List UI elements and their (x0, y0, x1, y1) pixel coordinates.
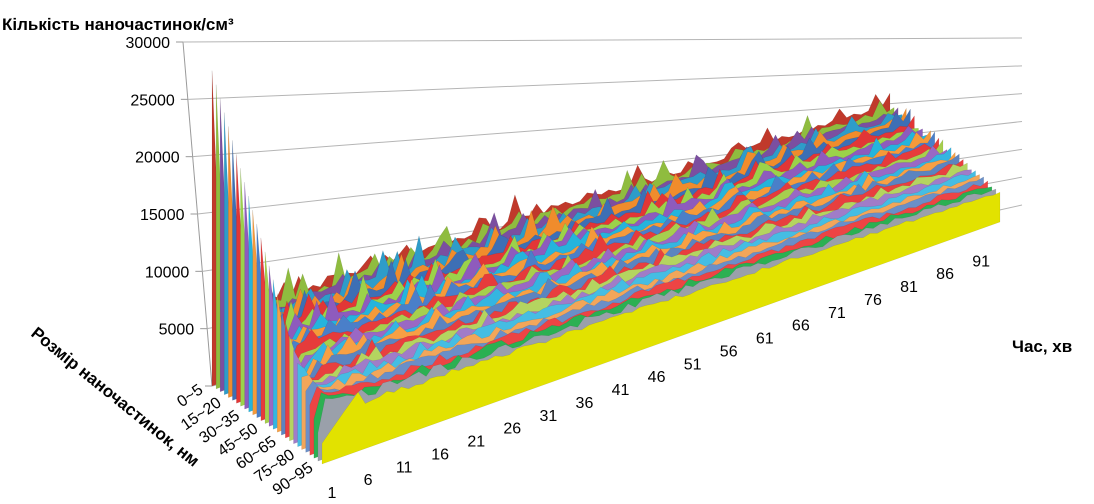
x-tick-label: 36 (576, 395, 594, 412)
gridline (187, 65, 1023, 100)
x-tick-label: 56 (720, 343, 738, 360)
x-tick-label: 86 (936, 266, 954, 283)
x-tick-label: 46 (648, 369, 666, 386)
y-tick-label: 20000 (135, 150, 180, 167)
gridline (182, 37, 1023, 43)
x-tick-label: 11 (396, 459, 413, 476)
x-tick-label: 31 (539, 408, 557, 425)
x-tick-label: 61 (756, 331, 774, 348)
x-tick-label: 91 (972, 253, 990, 270)
x-tick-label: 71 (828, 305, 846, 322)
area-series (321, 191, 1001, 465)
x-axis-title: Час, хв (1012, 337, 1072, 356)
x-tick-label: 16 (431, 446, 449, 463)
x-tick-label: 81 (900, 279, 918, 296)
y-tick-label: 5000 (159, 322, 195, 339)
x-tick-label: 6 (364, 472, 373, 489)
x-tick-label: 1 (328, 485, 337, 502)
x-tick-label: 76 (864, 292, 882, 309)
x-tick-label: 66 (792, 318, 810, 335)
y-axis-title: Кількість наночастинок/см³ (2, 15, 234, 34)
series-layer (211, 70, 1001, 465)
y-tick-label: 10000 (145, 264, 190, 281)
x-tick-label: 51 (684, 356, 702, 373)
y-tick-label: 25000 (130, 92, 175, 109)
x-tick-label: 26 (503, 421, 521, 438)
x-tick-label: 41 (612, 382, 630, 399)
y-tick-label: 15000 (140, 207, 185, 224)
y-tick-label: 30000 (126, 35, 171, 52)
x-tick-label: 21 (467, 434, 485, 451)
